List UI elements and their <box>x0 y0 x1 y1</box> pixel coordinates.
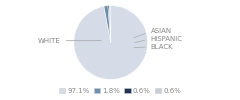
Text: BLACK: BLACK <box>134 44 173 50</box>
Text: ASIAN: ASIAN <box>134 28 172 38</box>
Wedge shape <box>109 6 111 42</box>
Text: WHITE: WHITE <box>38 38 101 44</box>
Text: HISPANIC: HISPANIC <box>135 36 183 43</box>
Legend: 97.1%, 1.8%, 0.6%, 0.6%: 97.1%, 1.8%, 0.6%, 0.6% <box>56 85 184 96</box>
Wedge shape <box>104 6 111 42</box>
Wedge shape <box>108 6 111 42</box>
Wedge shape <box>74 6 148 80</box>
